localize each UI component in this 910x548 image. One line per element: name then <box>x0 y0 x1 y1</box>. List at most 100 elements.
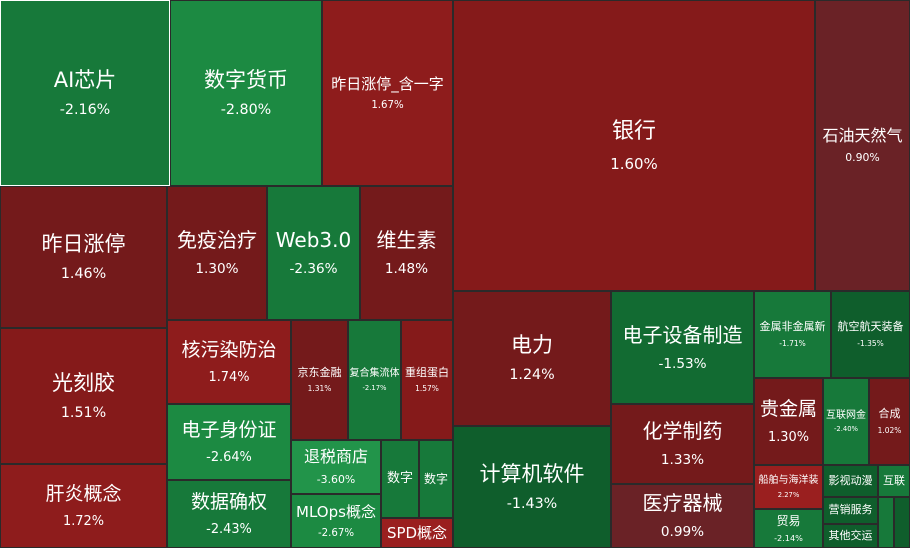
tile-name: SPD概念 <box>386 523 448 542</box>
tile-change: -1.71% <box>779 338 806 348</box>
tile-name: 复合集流体 <box>349 368 400 380</box>
tile-name: 银行 <box>611 119 656 145</box>
tile-name: 京东金融 <box>297 365 342 379</box>
tile-name: 化学制药 <box>642 419 723 444</box>
tile[interactable]: 合成 1.02% <box>869 378 910 465</box>
tile-name: 数据确权 <box>190 490 267 513</box>
tile[interactable]: 船舶与海洋装 2.27% <box>754 465 823 509</box>
tile[interactable]: 影视动漫 <box>823 465 878 497</box>
tile-change: 1.67% <box>371 99 404 111</box>
tile-change: 0.99% <box>660 524 705 541</box>
tile[interactable]: 金属非金属新 -1.71% <box>754 291 831 378</box>
tile-name: 互联网金 <box>826 409 866 421</box>
tile[interactable]: SPD概念 <box>381 518 453 548</box>
tile[interactable]: 复合集流体 -2.17% <box>348 320 401 440</box>
tile-change: 1.30% <box>195 261 239 278</box>
tile[interactable]: 贸易 -2.14% <box>754 509 823 548</box>
tile-change: 1.02% <box>877 425 902 435</box>
tile[interactable]: 昨日涨停_含一字 1.67% <box>322 0 453 186</box>
tile-name: 航空航天装备 <box>837 320 904 334</box>
tile[interactable]: 其他交运 <box>823 524 878 548</box>
tile[interactable]: 电子设备制造 -1.53% <box>611 291 754 404</box>
tile <box>878 497 894 548</box>
tile[interactable]: 航空航天装备 -1.35% <box>831 291 910 378</box>
tile-name: 金属非金属新 <box>759 320 826 334</box>
tile-name: Web3.0 <box>275 228 352 253</box>
tile-change: 1.24% <box>509 367 555 384</box>
tile[interactable]: 电子身份证 -2.64% <box>167 404 291 480</box>
tile-name: 重组蛋白 <box>405 365 449 379</box>
tile-name: 电子设备制造 <box>622 322 743 347</box>
tile-name: 计算机软件 <box>479 461 585 486</box>
tile-change: 1.46% <box>60 265 107 282</box>
tile[interactable]: 肝炎概念 1.72% <box>0 464 167 548</box>
tile-change: -2.80% <box>220 101 272 118</box>
tile-name: 营销服务 <box>828 503 873 517</box>
tile-name: 免疫治疗 <box>177 228 257 253</box>
tile-change: 2.27% <box>777 490 800 499</box>
tile-change: 1.72% <box>62 514 104 529</box>
tile-name: AI芯片 <box>53 67 117 92</box>
tile-name: 昨日涨停_含一字 <box>331 74 444 93</box>
tile[interactable]: 化学制药 1.33% <box>611 404 754 484</box>
tile-name: 昨日涨停 <box>41 231 126 256</box>
tile-name: 合成 <box>878 407 901 421</box>
tile[interactable]: 京东金融 1.31% <box>291 320 348 440</box>
tile[interactable]: 昨日涨停 1.46% <box>0 186 167 328</box>
tile-name: 数字 <box>423 471 448 486</box>
tile-name: 船舶与海洋装 <box>758 475 819 487</box>
tile[interactable]: 贵金属 1.30% <box>754 378 823 465</box>
tile[interactable]: 银行 1.60% <box>453 0 815 291</box>
tile[interactable]: 光刻胶 1.51% <box>0 328 167 464</box>
tile-name: 影视动漫 <box>828 473 873 487</box>
tile-change: 1.57% <box>415 384 439 394</box>
tile-change: 1.30% <box>767 429 809 445</box>
tile[interactable]: 营销服务 <box>823 497 878 524</box>
tile[interactable]: 数据确权 -2.43% <box>167 480 291 548</box>
tile-name: MLOps概念 <box>296 502 376 521</box>
tile-change: -2.40% <box>833 425 859 434</box>
tile-change: -2.14% <box>774 532 803 543</box>
tile-change: -2.64% <box>206 450 252 465</box>
tile[interactable]: 计算机软件 -1.43% <box>453 426 611 548</box>
tile-change: 0.90% <box>845 151 880 165</box>
tile[interactable]: MLOps概念 -2.67% <box>291 494 381 548</box>
tile-name: 互联 <box>883 473 905 487</box>
tile-name: 医疗器械 <box>642 491 723 516</box>
tile-change: -1.35% <box>857 338 884 348</box>
tile[interactable]: 电力 1.24% <box>453 291 611 426</box>
tile[interactable]: 重组蛋白 1.57% <box>401 320 453 440</box>
tile-name: 石油天然气 <box>822 125 903 145</box>
tile[interactable]: 数字 <box>419 440 453 518</box>
tile[interactable]: AI芯片 -2.16% <box>0 0 170 186</box>
tile-name: 退税商店 <box>303 447 368 467</box>
tile-change: -1.43% <box>506 495 558 512</box>
tile[interactable]: 医疗器械 0.99% <box>611 484 754 548</box>
tile[interactable]: 维生素 1.48% <box>360 186 453 320</box>
tile-change: -2.17% <box>362 383 387 392</box>
tile[interactable]: Web3.0 -2.36% <box>267 186 360 320</box>
tile[interactable]: 互联 <box>878 465 910 497</box>
tile-change: 1.60% <box>610 154 658 173</box>
tile-name: 贸易 <box>776 514 801 529</box>
tile-change: 1.51% <box>60 404 107 421</box>
tile[interactable]: 石油天然气 0.90% <box>815 0 910 291</box>
tile-name: 数字货币 <box>204 67 288 92</box>
tile-change: -2.43% <box>206 522 252 537</box>
tile-name: 电力 <box>511 333 553 358</box>
tile[interactable]: 数字货币 -2.80% <box>170 0 322 186</box>
tile[interactable]: 数字 <box>381 440 419 518</box>
tile-name: 其他交运 <box>828 528 873 542</box>
tile-change: -2.16% <box>59 101 111 118</box>
tile-name: 肝炎概念 <box>45 482 122 505</box>
tile-name: 数字 <box>386 471 413 487</box>
tile[interactable]: 退税商店 -3.60% <box>291 440 381 494</box>
tile-change: -3.60% <box>316 472 356 486</box>
tile-change: 1.48% <box>384 261 429 278</box>
tile-change: -2.36% <box>289 261 338 278</box>
tile-change: 1.74% <box>208 370 250 385</box>
tile-change: -1.53% <box>658 355 707 372</box>
tile[interactable]: 互联网金 -2.40% <box>823 378 869 465</box>
tile[interactable]: 免疫治疗 1.30% <box>167 186 267 320</box>
tile[interactable]: 核污染防治 1.74% <box>167 320 291 404</box>
